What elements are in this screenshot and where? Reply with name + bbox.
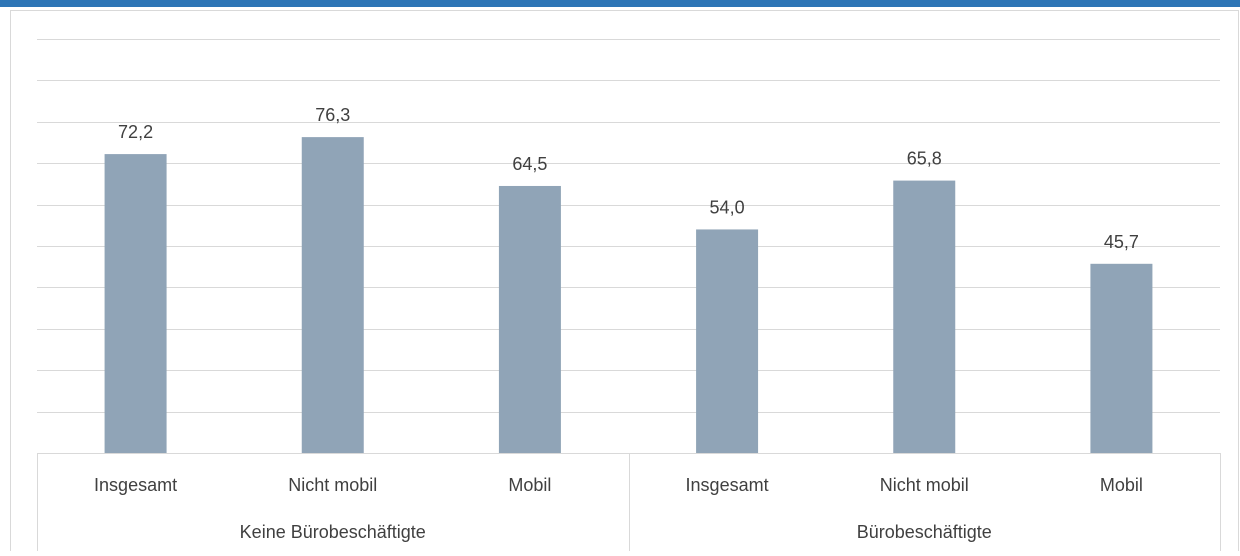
bars bbox=[104, 137, 1153, 454]
category-tick-label: Mobil bbox=[508, 475, 551, 495]
category-tick-label: Nicht mobil bbox=[880, 475, 969, 495]
header-strip bbox=[0, 0, 1240, 7]
gridlines bbox=[37, 39, 1220, 454]
data-label: 65,8 bbox=[907, 149, 942, 169]
bar bbox=[696, 229, 759, 453]
bar bbox=[301, 137, 364, 454]
data-label: 45,7 bbox=[1104, 232, 1139, 252]
data-label: 72,2 bbox=[118, 122, 153, 142]
data-label: 76,3 bbox=[315, 105, 350, 125]
data-label: 64,5 bbox=[512, 154, 547, 174]
chart-frame bbox=[10, 10, 1239, 556]
category-axis: Insgesamt Nicht mobil Mobil Insgesamt Nicht … bbox=[37, 453, 1221, 551]
data-labels: 72,2 76,3 64,5 54,0 65,8 45,7 bbox=[118, 105, 1139, 252]
category-tick-label: Insgesamt bbox=[686, 475, 769, 495]
group-label: Keine Bürobeschäftigte bbox=[240, 522, 426, 542]
category-tick-label: Mobil bbox=[1100, 475, 1143, 495]
bar bbox=[104, 154, 167, 454]
bar bbox=[498, 185, 561, 453]
group-label: Bürobeschäftigte bbox=[857, 522, 992, 542]
category-tick-label: Nicht mobil bbox=[288, 475, 377, 495]
bar bbox=[1090, 263, 1153, 453]
category-tick-label: Insgesamt bbox=[94, 475, 177, 495]
bar bbox=[893, 180, 956, 453]
data-label: 54,0 bbox=[710, 197, 745, 217]
